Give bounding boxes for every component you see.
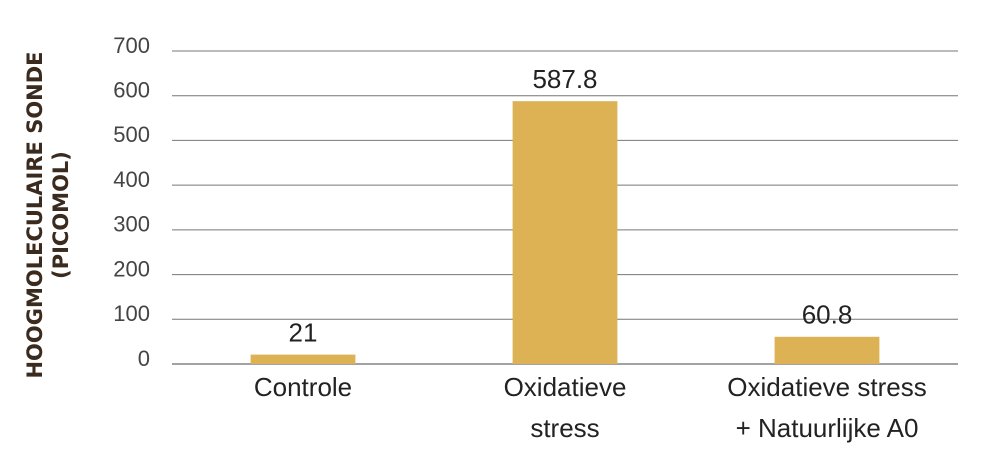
value-label: 60.8 (802, 300, 853, 330)
y-tick-label: 300 (113, 212, 150, 237)
y-tick-label: 200 (113, 256, 150, 281)
y-label-line: (PICOMOL) (49, 151, 73, 279)
value-label: 21 (289, 317, 318, 347)
y-tick-label: 500 (113, 122, 150, 147)
y-tick-label: 700 (113, 33, 150, 58)
value-label: 587.8 (532, 64, 597, 94)
x-tick-label: Controle (254, 372, 352, 402)
bar (512, 101, 618, 364)
x-tick-label: stress (530, 413, 599, 443)
x-tick-label: + Natuurlijke A0 (736, 413, 919, 443)
y-tick-label: 100 (113, 301, 150, 326)
x-tick-label: Oxidatieve (504, 372, 627, 402)
y-tick-label: 0 (138, 346, 150, 371)
y-tick-label: 600 (113, 78, 150, 103)
bar (250, 354, 356, 364)
x-tick-label: Oxidatieve stress (727, 372, 926, 402)
y-label-line: HOOGMOLECULAIRE SONDE (23, 51, 47, 378)
y-tick-label: 400 (113, 167, 150, 192)
y-axis-label: HOOGMOLECULAIRE SONDE (PICOMOL) (23, 51, 73, 378)
bar (774, 336, 880, 364)
